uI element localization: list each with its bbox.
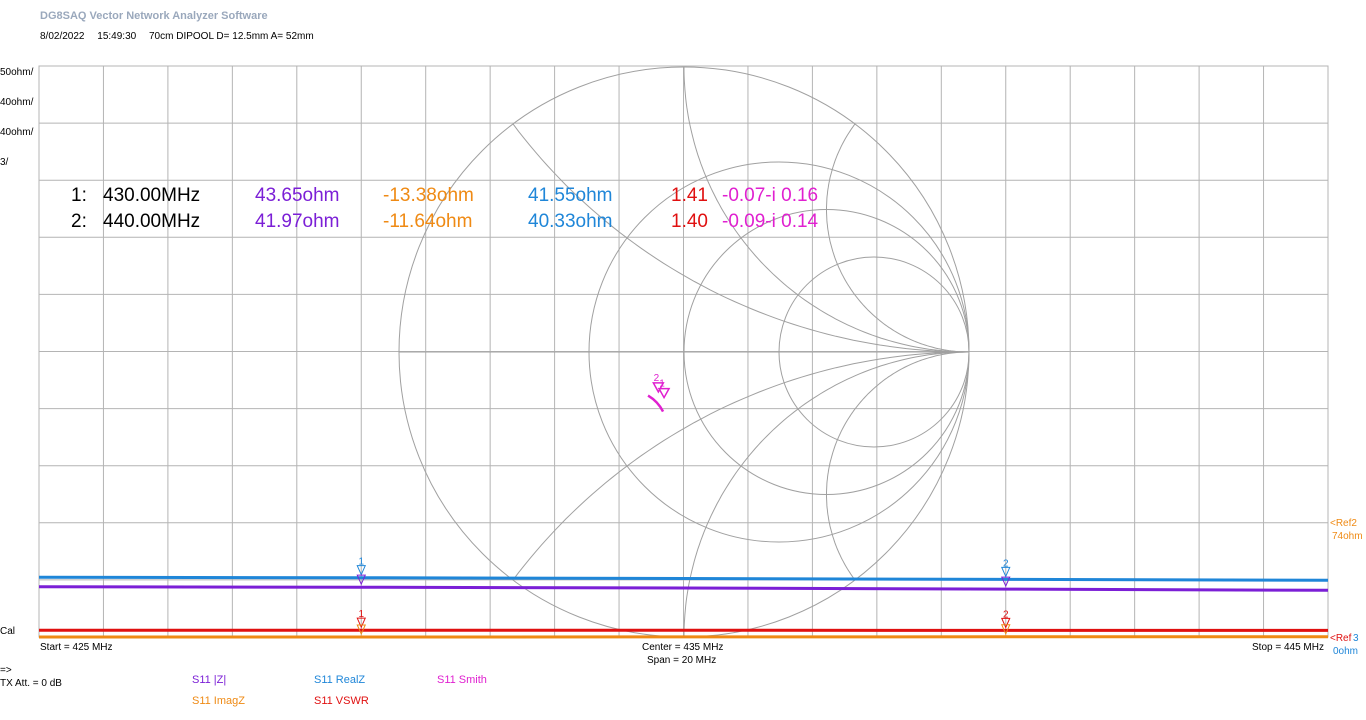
trace-markers: 1 1 2 2	[356, 557, 1011, 636]
smith-reactance-arc	[512, 351, 970, 581]
marker-triangle	[356, 565, 367, 576]
scale-vswr: 3/	[0, 157, 9, 168]
marker-vswr: 1.40	[671, 211, 708, 232]
header-description: 70cm DIPOOL D= 12.5mm A= 52mm	[149, 31, 314, 42]
center-frequency: Center = 435 MHz	[642, 642, 724, 653]
scale-absz: 50ohm/	[0, 67, 34, 78]
legend-vswr[interactable]: S11 VSWR	[314, 695, 369, 707]
marker-smith: -0.07-i 0.16	[722, 185, 819, 206]
marker-number: 2	[1003, 558, 1009, 569]
legend-imagz[interactable]: S11 ImagZ	[192, 695, 245, 707]
marker-triangle	[1000, 566, 1011, 578]
traces	[38, 575, 1329, 639]
marker-realz: 40.33ohm	[528, 211, 613, 232]
smith-marker-number: 2	[654, 373, 660, 384]
ref2-value: 74ohm	[1332, 531, 1363, 542]
app-title: DG8SAQ Vector Network Analyzer Software	[40, 10, 268, 22]
marker-smith: -0.09-i 0.14	[722, 211, 819, 232]
marker-id: 1:	[71, 185, 87, 206]
marker-number: 2	[1003, 609, 1009, 620]
marker-imagz: -13.38ohm	[383, 185, 474, 206]
smith-reactance-arc	[512, 123, 970, 353]
marker-absz: 41.97ohm	[255, 211, 340, 232]
ref-ohm: 0ohm	[1333, 646, 1359, 657]
span-frequency: Span = 20 MHz	[647, 655, 717, 666]
marker-freq: 440.00MHz	[103, 211, 201, 232]
marker-realz: 41.55ohm	[528, 185, 613, 206]
marker-id: 2:	[71, 211, 87, 232]
header-date: 8/02/2022	[40, 31, 85, 42]
marker-triangle	[1000, 624, 1011, 636]
smith-reactance-arc	[826, 123, 969, 353]
tx-attenuation[interactable]: TX Att. = 0 dB	[0, 678, 62, 689]
ref-label: <Ref	[1330, 633, 1352, 644]
smith-marker	[652, 382, 665, 394]
smith-trace	[647, 394, 665, 413]
marker-triangle	[1000, 617, 1011, 629]
marker-absz: 43.65ohm	[255, 185, 340, 206]
marker-number: 1	[358, 557, 364, 568]
marker-triangle	[356, 574, 367, 586]
trace-realz	[38, 575, 1329, 582]
stop-frequency: Stop = 445 MHz	[1252, 642, 1324, 653]
header-time: 15:49:30	[97, 31, 137, 42]
marker-triangle	[356, 624, 367, 636]
legend-realz[interactable]: S11 RealZ	[314, 674, 366, 686]
trace-absz	[38, 585, 1329, 592]
smith-points: 12	[647, 373, 671, 413]
ref-digit: 3	[1353, 633, 1359, 644]
marker-triangle	[1000, 576, 1011, 588]
smith-reactance-arc	[826, 351, 969, 581]
scale-imagz: 40ohm/	[0, 97, 34, 108]
marker-vswr: 1.41	[671, 185, 708, 206]
marker-freq: 430.00MHz	[103, 185, 201, 206]
smith-marker	[657, 387, 671, 400]
scale-realz: 40ohm/	[0, 127, 34, 138]
legend-absz[interactable]: S11 |Z|	[192, 674, 227, 686]
start-frequency: Start = 425 MHz	[40, 642, 113, 653]
header-info: 8/02/2022 15:49:30 70cm DIPOOL D= 12.5mm…	[40, 31, 324, 42]
marker-number: 1	[358, 609, 364, 620]
marker-triangle	[356, 617, 367, 629]
marker-imagz: -11.64ohm	[383, 211, 473, 232]
smith-reactance-arc	[683, 67, 969, 353]
ref2-label: <Ref2	[1330, 518, 1357, 529]
smith-reactance-arc	[683, 351, 969, 637]
tx-arrow: =>	[0, 665, 12, 676]
legend-smith[interactable]: S11 Smith	[437, 674, 487, 686]
cal-label: Cal	[0, 626, 16, 637]
